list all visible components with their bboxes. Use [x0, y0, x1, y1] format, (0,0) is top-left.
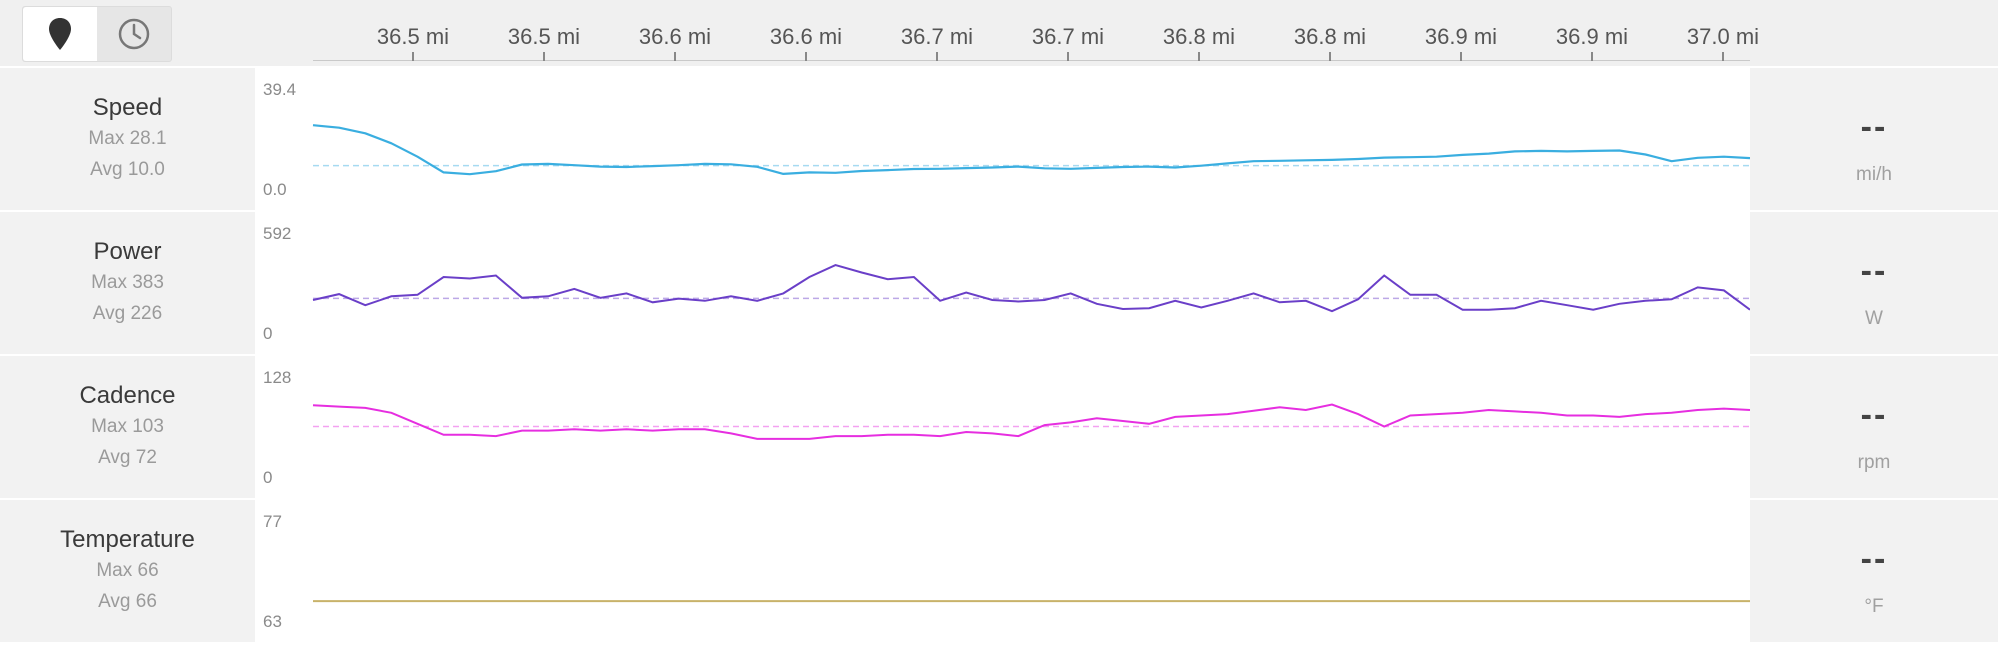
time-mode-button[interactable]	[97, 7, 171, 61]
metric-plot[interactable]: 592 0	[255, 212, 1750, 354]
metric-row-temperature: Temperature Max 66 Avg 66 77 63 -- °F	[0, 500, 1998, 642]
map-pin-icon	[49, 18, 71, 50]
distance-tick-mark	[1198, 52, 1200, 61]
distance-tick-label: 36.9 mi	[1424, 24, 1498, 49]
metric-current-value: -- rpm	[1750, 356, 1998, 498]
y-axis-min-label: 0.0	[263, 180, 287, 199]
metric-unit: rpm	[1857, 452, 1891, 473]
distance-tick-mark	[1329, 52, 1331, 61]
distance-tick-label: 36.7 mi	[1031, 24, 1105, 49]
metric-current-value: -- W	[1750, 212, 1998, 354]
current-value: --	[1860, 252, 1888, 290]
distance-tick-mark	[805, 52, 807, 61]
y-axis-max-label: 128	[263, 368, 292, 387]
clock-icon	[118, 18, 150, 50]
metric-summary: Speed Max 28.1 Avg 10.0	[0, 68, 255, 210]
chart-header: 36.5 mi 36.5 mi 36.6 mi 36.6 mi 36.7 mi 36.7 …	[0, 0, 1998, 66]
distance-mode-button[interactable]	[23, 7, 97, 61]
metric-line-chart	[312, 124, 1750, 176]
distance-tick-label: 36.8 mi	[1162, 24, 1236, 49]
metric-unit: °F	[1864, 596, 1884, 617]
distance-tick-label: 36.5 mi	[507, 24, 581, 49]
distance-tick-mark	[674, 52, 676, 61]
metric-summary: Power Max 383 Avg 226	[0, 212, 255, 354]
metric-current-value: -- mi/h	[1750, 68, 1998, 210]
distance-tick-mark	[1591, 52, 1593, 61]
metric-summary: Temperature Max 66 Avg 66	[0, 500, 255, 642]
y-axis-max-label: 77	[263, 512, 282, 531]
metric-name: Power	[93, 238, 162, 265]
metric-summary: Cadence Max 103 Avg 72	[0, 356, 255, 498]
metric-unit: mi/h	[1856, 164, 1892, 185]
y-axis-min-label: 0	[263, 324, 273, 343]
y-axis-max-label: 39.4	[263, 80, 297, 99]
metric-name: Temperature	[60, 526, 195, 553]
metric-name: Cadence	[79, 382, 176, 409]
metric-plot[interactable]: 77 63	[255, 500, 1750, 642]
y-axis-max-label: 592	[263, 224, 292, 243]
metric-line-chart	[312, 264, 1750, 313]
distance-tick-mark	[1722, 52, 1724, 61]
distance-axis-line	[313, 60, 1750, 61]
metric-plot[interactable]: 39.4 0.0	[255, 68, 1750, 210]
distance-tick-label: 36.8 mi	[1293, 24, 1367, 49]
series-line-speed	[312, 124, 1750, 176]
distance-tick-label: 36.7 mi	[900, 24, 974, 49]
distance-tick-mark	[543, 52, 545, 61]
distance-tick-mark	[412, 52, 414, 61]
metric-row-cadence: Cadence Max 103 Avg 72 128 0 -- rpm	[0, 356, 1998, 498]
distance-axis: 36.5 mi 36.5 mi 36.6 mi 36.6 mi 36.7 mi 36.7 …	[313, 0, 1759, 66]
metric-max: Max 28.1	[88, 128, 167, 149]
y-axis-min-label: 0	[263, 468, 273, 487]
metric-max: Max 383	[91, 272, 164, 293]
series-line-power	[312, 264, 1750, 313]
current-value: --	[1860, 540, 1888, 578]
series-line-cadence	[312, 403, 1750, 440]
x-axis-mode-toggle	[22, 6, 172, 62]
metric-row-speed: Speed Max 28.1 Avg 10.0 39.4 0.0 -- mi/h	[0, 68, 1998, 210]
metric-current-value: -- °F	[1750, 500, 1998, 642]
y-axis-min-label: 63	[263, 612, 282, 631]
distance-tick-mark	[936, 52, 938, 61]
metric-avg: Avg 10.0	[90, 159, 165, 180]
metric-max: Max 66	[96, 560, 159, 581]
metric-line-chart	[313, 600, 1750, 603]
current-value: --	[1860, 396, 1888, 434]
distance-tick-label: 36.6 mi	[769, 24, 843, 49]
distance-tick-label: 36.9 mi	[1555, 24, 1629, 49]
distance-tick-mark	[1460, 52, 1462, 61]
metric-avg: Avg 226	[92, 303, 163, 324]
distance-tick-label: 36.5 mi	[376, 24, 450, 49]
metric-row-power: Power Max 383 Avg 226 592 0 -- W	[0, 212, 1998, 354]
metric-plot[interactable]: 128 0	[255, 356, 1750, 498]
current-value: --	[1860, 108, 1888, 146]
metric-avg: Avg 66	[98, 591, 157, 612]
metric-avg: Avg 72	[98, 447, 157, 468]
distance-tick-mark	[1067, 52, 1069, 61]
distance-tick-label: 36.6 mi	[638, 24, 712, 49]
metric-name: Speed	[92, 94, 163, 121]
metric-unit: W	[1865, 308, 1883, 329]
metric-max: Max 103	[91, 416, 164, 437]
distance-tick-label: 37.0 mi	[1686, 24, 1760, 49]
metric-line-chart	[312, 403, 1750, 440]
